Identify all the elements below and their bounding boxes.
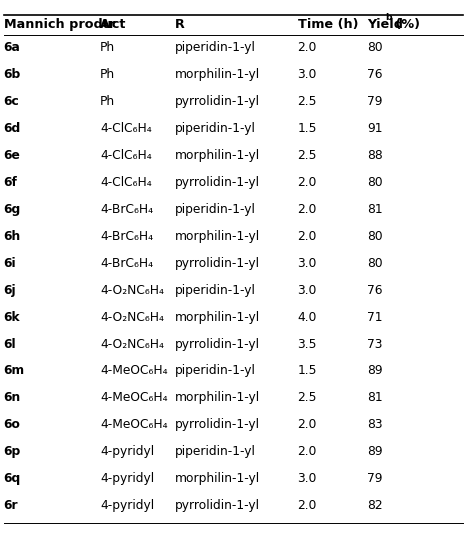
Text: Mannich product: Mannich product xyxy=(4,18,125,31)
Text: 4-pyridyl: 4-pyridyl xyxy=(100,472,154,485)
Text: 89: 89 xyxy=(367,445,383,458)
Text: 6g: 6g xyxy=(4,203,21,216)
Text: 2.0: 2.0 xyxy=(298,42,317,54)
Text: b: b xyxy=(385,13,392,21)
Text: morphilin-1-yl: morphilin-1-yl xyxy=(174,391,259,405)
Text: Ph: Ph xyxy=(100,95,115,108)
Text: 91: 91 xyxy=(367,122,383,135)
Text: Ar: Ar xyxy=(100,18,116,31)
Text: 4-pyridyl: 4-pyridyl xyxy=(100,499,154,512)
Text: 81: 81 xyxy=(367,203,383,216)
Text: 82: 82 xyxy=(367,499,383,512)
Text: 2.0: 2.0 xyxy=(298,445,317,458)
Text: 3.0: 3.0 xyxy=(298,257,317,270)
Text: 6e: 6e xyxy=(4,149,20,162)
Text: 1.5: 1.5 xyxy=(298,122,317,135)
Text: morphilin-1-yl: morphilin-1-yl xyxy=(174,311,259,324)
Text: piperidin-1-yl: piperidin-1-yl xyxy=(174,445,255,458)
Text: 4-MeOC₆H₄: 4-MeOC₆H₄ xyxy=(100,418,167,431)
Text: 81: 81 xyxy=(367,391,383,405)
Text: 6m: 6m xyxy=(4,365,25,377)
Text: 4-O₂NC₆H₄: 4-O₂NC₆H₄ xyxy=(100,284,164,297)
Text: 2.5: 2.5 xyxy=(298,95,317,108)
Text: 6p: 6p xyxy=(4,445,21,458)
Text: 2.0: 2.0 xyxy=(298,499,317,512)
Text: 4-ClC₆H₄: 4-ClC₆H₄ xyxy=(100,176,152,189)
Text: 80: 80 xyxy=(367,176,383,189)
Text: morphilin-1-yl: morphilin-1-yl xyxy=(174,68,259,82)
Text: 6k: 6k xyxy=(4,311,20,324)
Text: 6f: 6f xyxy=(4,176,18,189)
Text: 4-BrC₆H₄: 4-BrC₆H₄ xyxy=(100,230,153,243)
Text: 6q: 6q xyxy=(4,472,21,485)
Text: 76: 76 xyxy=(367,284,383,297)
Text: 73: 73 xyxy=(367,337,383,351)
Text: pyrrolidin-1-yl: pyrrolidin-1-yl xyxy=(174,176,259,189)
Text: pyrrolidin-1-yl: pyrrolidin-1-yl xyxy=(174,257,259,270)
Text: 6j: 6j xyxy=(4,284,16,297)
Text: 1.5: 1.5 xyxy=(298,365,317,377)
Text: 88: 88 xyxy=(367,149,383,162)
Text: 80: 80 xyxy=(367,257,383,270)
Text: 83: 83 xyxy=(367,418,383,431)
Text: 4-MeOC₆H₄: 4-MeOC₆H₄ xyxy=(100,391,167,405)
Text: 71: 71 xyxy=(367,311,383,324)
Text: 4-pyridyl: 4-pyridyl xyxy=(100,445,154,458)
Text: 6i: 6i xyxy=(4,257,16,270)
Text: morphilin-1-yl: morphilin-1-yl xyxy=(174,230,259,243)
Text: 79: 79 xyxy=(367,472,383,485)
Text: 79: 79 xyxy=(367,95,383,108)
Text: 2.0: 2.0 xyxy=(298,230,317,243)
Text: 6r: 6r xyxy=(4,499,18,512)
Text: 3.0: 3.0 xyxy=(298,472,317,485)
Text: piperidin-1-yl: piperidin-1-yl xyxy=(174,284,255,297)
Text: 89: 89 xyxy=(367,365,383,377)
Text: 6c: 6c xyxy=(4,95,20,108)
Text: 80: 80 xyxy=(367,42,383,54)
Text: 2.0: 2.0 xyxy=(298,418,317,431)
Text: Yield: Yield xyxy=(367,18,403,31)
Text: 6b: 6b xyxy=(4,68,21,82)
Text: 2.5: 2.5 xyxy=(298,149,317,162)
Text: (%): (%) xyxy=(391,18,419,31)
Text: pyrrolidin-1-yl: pyrrolidin-1-yl xyxy=(174,337,259,351)
Text: pyrrolidin-1-yl: pyrrolidin-1-yl xyxy=(174,418,259,431)
Text: 4-BrC₆H₄: 4-BrC₆H₄ xyxy=(100,203,153,216)
Text: 4-MeOC₆H₄: 4-MeOC₆H₄ xyxy=(100,365,167,377)
Text: Ph: Ph xyxy=(100,42,115,54)
Text: 6a: 6a xyxy=(4,42,20,54)
Text: 4-ClC₆H₄: 4-ClC₆H₄ xyxy=(100,122,152,135)
Text: pyrrolidin-1-yl: pyrrolidin-1-yl xyxy=(174,499,259,512)
Text: 6h: 6h xyxy=(4,230,21,243)
Text: 80: 80 xyxy=(367,230,383,243)
Text: 4-O₂NC₆H₄: 4-O₂NC₆H₄ xyxy=(100,337,164,351)
Text: 3.5: 3.5 xyxy=(298,337,317,351)
Text: 3.0: 3.0 xyxy=(298,284,317,297)
Text: 2.0: 2.0 xyxy=(298,176,317,189)
Text: 4-O₂NC₆H₄: 4-O₂NC₆H₄ xyxy=(100,311,164,324)
Text: piperidin-1-yl: piperidin-1-yl xyxy=(174,42,255,54)
Text: 6n: 6n xyxy=(4,391,21,405)
Text: 2.0: 2.0 xyxy=(298,203,317,216)
Text: Time (h): Time (h) xyxy=(298,18,358,31)
Text: 4-BrC₆H₄: 4-BrC₆H₄ xyxy=(100,257,153,270)
Text: 76: 76 xyxy=(367,68,383,82)
Text: Ph: Ph xyxy=(100,68,115,82)
Text: 2.5: 2.5 xyxy=(298,391,317,405)
Text: 6l: 6l xyxy=(4,337,16,351)
Text: piperidin-1-yl: piperidin-1-yl xyxy=(174,365,255,377)
Text: 6d: 6d xyxy=(4,122,21,135)
Text: piperidin-1-yl: piperidin-1-yl xyxy=(174,203,255,216)
Text: piperidin-1-yl: piperidin-1-yl xyxy=(174,122,255,135)
Text: pyrrolidin-1-yl: pyrrolidin-1-yl xyxy=(174,95,259,108)
Text: morphilin-1-yl: morphilin-1-yl xyxy=(174,472,259,485)
Text: morphilin-1-yl: morphilin-1-yl xyxy=(174,149,259,162)
Text: R: R xyxy=(174,18,184,31)
Text: 4.0: 4.0 xyxy=(298,311,317,324)
Text: 6o: 6o xyxy=(4,418,20,431)
Text: 4-ClC₆H₄: 4-ClC₆H₄ xyxy=(100,149,152,162)
Text: 3.0: 3.0 xyxy=(298,68,317,82)
